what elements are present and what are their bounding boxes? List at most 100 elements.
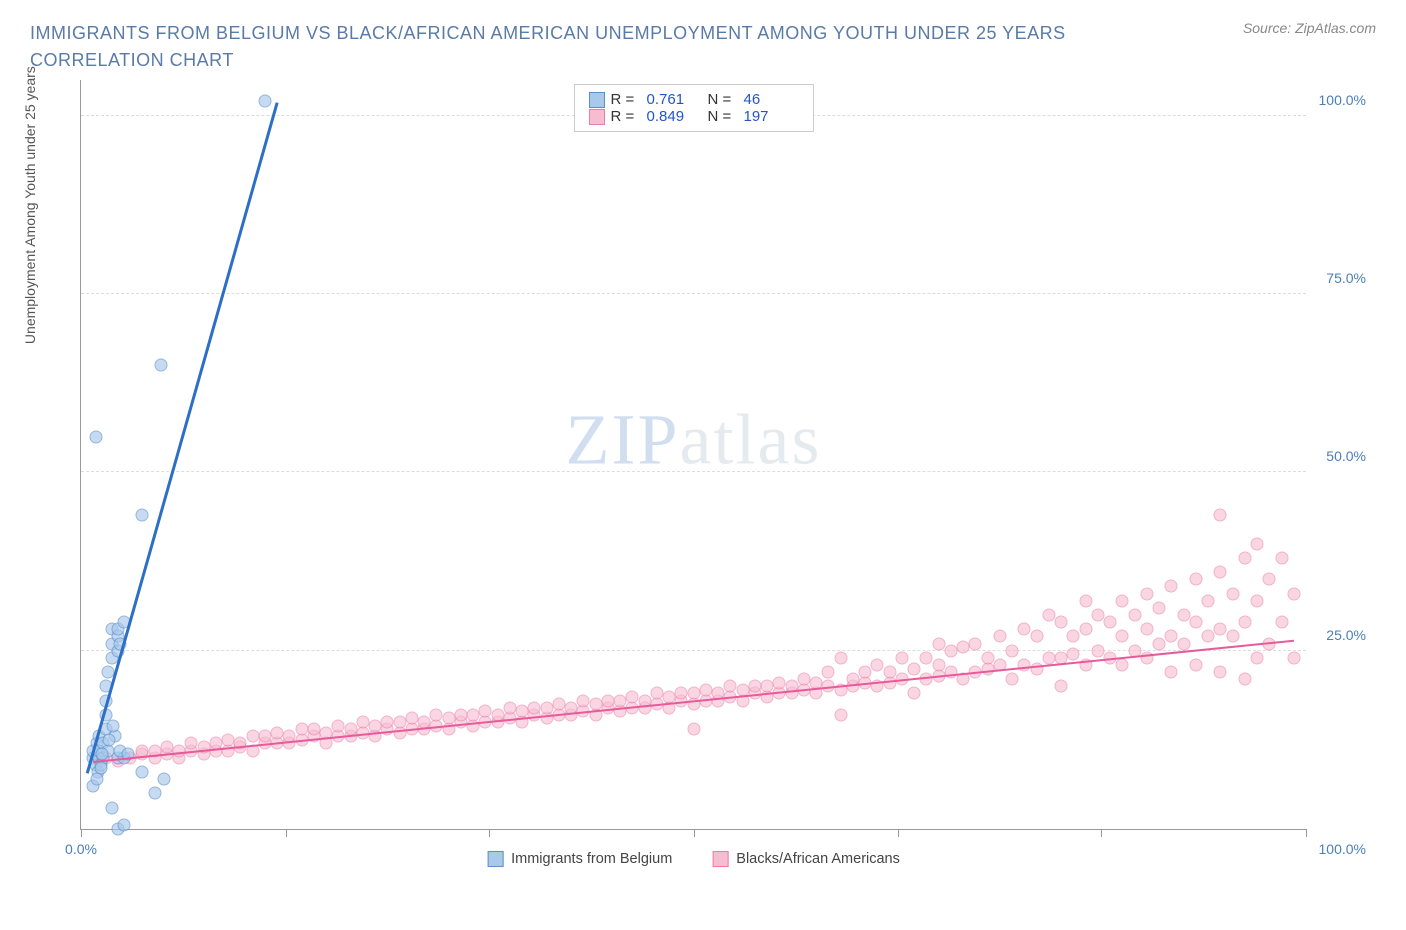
data-point-pink xyxy=(1055,616,1068,629)
data-point-pink xyxy=(1030,662,1043,675)
data-point-pink xyxy=(1189,573,1202,586)
data-point-pink xyxy=(748,680,761,693)
data-point-pink xyxy=(1202,630,1215,643)
data-point-pink xyxy=(797,673,810,686)
data-point-pink xyxy=(1251,651,1264,664)
data-point-pink xyxy=(1018,623,1031,636)
legend-series: Immigrants from Belgium Blacks/African A… xyxy=(487,851,900,867)
legend-swatch-pink-icon xyxy=(712,851,728,867)
y-tick-label: 100.0% xyxy=(1319,92,1366,108)
data-point-pink xyxy=(295,723,308,736)
data-point-pink xyxy=(552,698,565,711)
data-point-pink xyxy=(969,637,982,650)
r-label: R = xyxy=(611,108,641,125)
legend-item-pink: Blacks/African Americans xyxy=(712,851,900,867)
data-point-pink xyxy=(454,708,467,721)
data-point-pink xyxy=(614,694,627,707)
data-point-pink xyxy=(332,719,345,732)
data-point-pink xyxy=(1238,673,1251,686)
data-point-pink xyxy=(883,666,896,679)
data-point-pink xyxy=(687,723,700,736)
data-point-blue xyxy=(136,509,149,522)
data-point-pink xyxy=(1238,616,1251,629)
data-point-pink xyxy=(871,658,884,671)
data-point-pink xyxy=(1251,537,1264,550)
r-value-blue: 0.761 xyxy=(647,91,702,108)
legend-label-pink: Blacks/African Americans xyxy=(736,851,900,867)
data-point-pink xyxy=(467,708,480,721)
data-point-pink xyxy=(1177,637,1190,650)
data-point-pink xyxy=(1287,651,1300,664)
data-point-pink xyxy=(222,733,235,746)
watermark: ZIPatlas xyxy=(566,398,822,481)
data-point-pink xyxy=(859,666,872,679)
data-point-pink xyxy=(185,737,198,750)
x-tick xyxy=(489,829,490,837)
data-point-pink xyxy=(1091,644,1104,657)
data-point-pink xyxy=(1226,587,1239,600)
data-point-pink xyxy=(1030,630,1043,643)
data-point-pink xyxy=(381,716,394,729)
data-point-pink xyxy=(687,687,700,700)
data-point-pink xyxy=(834,651,847,664)
r-label: R = xyxy=(611,91,641,108)
data-point-pink xyxy=(834,708,847,721)
x-tick xyxy=(1306,829,1307,837)
data-point-pink xyxy=(1104,616,1117,629)
data-point-pink xyxy=(895,651,908,664)
data-point-pink xyxy=(430,708,443,721)
data-point-pink xyxy=(1079,594,1092,607)
data-point-pink xyxy=(981,651,994,664)
legend-swatch-pink xyxy=(589,109,605,125)
data-point-pink xyxy=(528,701,541,714)
data-point-pink xyxy=(1275,551,1288,564)
data-point-blue xyxy=(258,95,271,108)
x-tick-label: 100.0% xyxy=(1319,841,1366,857)
data-point-pink xyxy=(393,716,406,729)
data-point-blue xyxy=(103,733,116,746)
data-point-pink xyxy=(1055,680,1068,693)
data-point-pink xyxy=(173,744,186,757)
data-point-pink xyxy=(1006,644,1019,657)
data-point-pink xyxy=(944,644,957,657)
data-point-pink xyxy=(626,691,639,704)
data-point-blue xyxy=(105,801,118,814)
legend-swatch-blue-icon xyxy=(487,851,503,867)
data-point-pink xyxy=(993,630,1006,643)
data-point-pink xyxy=(1165,666,1178,679)
data-point-pink xyxy=(1165,580,1178,593)
x-tick xyxy=(81,829,82,837)
data-point-pink xyxy=(1214,509,1227,522)
data-point-pink xyxy=(1018,658,1031,671)
data-point-pink xyxy=(773,676,786,689)
legend-swatch-blue xyxy=(589,92,605,108)
data-point-pink xyxy=(160,740,173,753)
legend-row-blue: R = 0.761 N = 46 xyxy=(589,91,799,108)
x-tick xyxy=(898,829,899,837)
data-point-pink xyxy=(1091,609,1104,622)
data-point-pink xyxy=(516,705,529,718)
data-point-pink xyxy=(271,726,284,739)
data-point-pink xyxy=(957,641,970,654)
y-tick-label: 50.0% xyxy=(1326,448,1366,464)
data-point-blue xyxy=(89,430,102,443)
trend-line-blue xyxy=(86,102,278,773)
data-point-pink xyxy=(1287,587,1300,600)
data-point-pink xyxy=(908,662,921,675)
data-point-pink xyxy=(1116,594,1129,607)
n-label: N = xyxy=(708,91,738,108)
legend-item-blue: Immigrants from Belgium xyxy=(487,851,672,867)
chart-title: IMMIGRANTS FROM BELGIUM VS BLACK/AFRICAN… xyxy=(30,20,1130,74)
data-point-pink xyxy=(1214,623,1227,636)
r-value-pink: 0.849 xyxy=(647,108,702,125)
x-tick xyxy=(1101,829,1102,837)
source-label: Source: ZipAtlas.com xyxy=(1243,20,1376,36)
data-point-pink xyxy=(822,666,835,679)
data-point-pink xyxy=(1067,630,1080,643)
data-point-pink xyxy=(1140,623,1153,636)
data-point-pink xyxy=(246,730,259,743)
data-point-pink xyxy=(307,723,320,736)
grid-line xyxy=(81,293,1306,294)
data-point-pink xyxy=(1042,651,1055,664)
data-point-pink xyxy=(650,687,663,700)
